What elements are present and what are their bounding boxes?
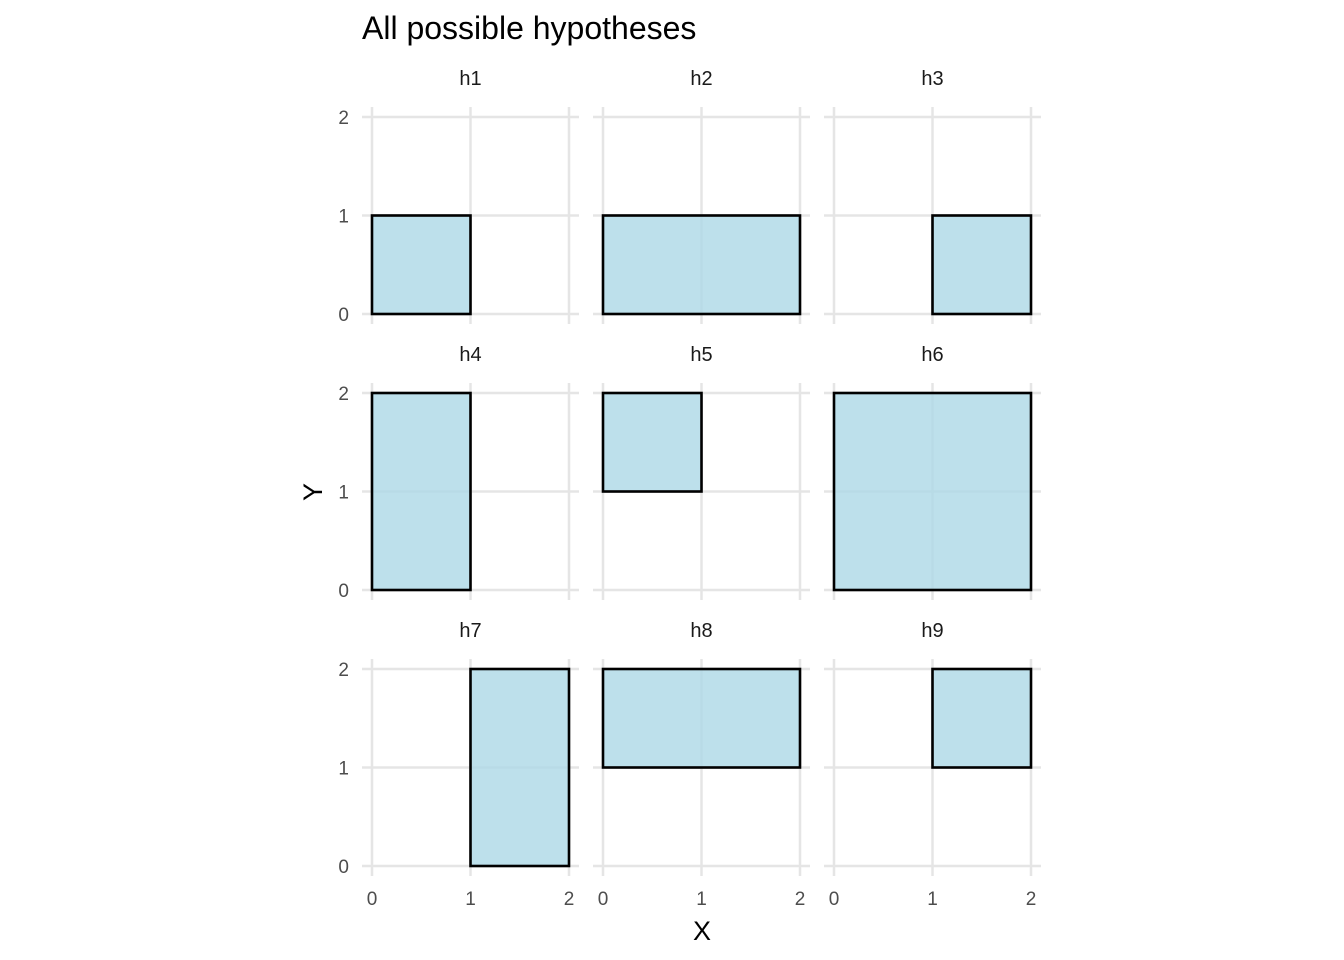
strip-label-h6: h6 <box>921 344 943 366</box>
x-tick-label: 0 <box>829 889 840 910</box>
hypothesis-rect-h9 <box>931 667 1033 769</box>
chart-title: All possible hypotheses <box>362 10 696 46</box>
strip-label-h9: h9 <box>921 620 943 642</box>
y-tick-label: 1 <box>338 759 349 780</box>
x-tick-label: 2 <box>795 889 806 910</box>
strip-label-h3: h3 <box>921 68 943 90</box>
facet-panel-h8: h8 0 1 2 <box>593 620 810 910</box>
y-tick-label: 1 <box>338 207 349 228</box>
facet-panel-h2: h2 <box>593 68 810 324</box>
facet-panel-h5: h5 <box>593 344 810 600</box>
strip-label-h2: h2 <box>690 68 712 90</box>
hypothesis-rect-h1 <box>370 214 472 316</box>
strip-label-h7: h7 <box>459 620 481 642</box>
y-tick-label: 1 <box>338 483 349 504</box>
hypothesis-rect-h6 <box>832 391 1033 592</box>
strip-label-h1: h1 <box>459 68 481 90</box>
hypothesis-rect-h4 <box>370 391 472 592</box>
x-axis-title: X <box>693 916 711 946</box>
facet-panel-h4: h4 0 1 2 <box>338 344 579 602</box>
hypothesis-rect-h8 <box>601 667 802 769</box>
x-tick-label: 1 <box>696 889 707 910</box>
facet-panel-h3: h3 <box>824 68 1041 324</box>
facet-panel-h9: h9 0 1 2 <box>824 620 1041 910</box>
hypothesis-rect-h7 <box>469 667 571 868</box>
y-tick-label: 0 <box>338 581 349 602</box>
x-tick-label: 1 <box>927 889 938 910</box>
hypothesis-rect-h2 <box>601 214 802 316</box>
y-tick-label: 2 <box>338 108 349 129</box>
x-tick-label: 2 <box>1026 889 1037 910</box>
facet-panel-h7: h7 0 1 2 0 1 2 <box>338 620 579 910</box>
x-tick-label: 0 <box>598 889 609 910</box>
x-tick-label: 2 <box>564 889 575 910</box>
hypothesis-rect-h5 <box>601 391 703 493</box>
strip-label-h4: h4 <box>459 344 481 366</box>
x-tick-label: 0 <box>367 889 378 910</box>
y-tick-label: 0 <box>338 305 349 326</box>
facet-panel-h6: h6 <box>824 344 1041 600</box>
y-axis-title: Y <box>298 483 328 501</box>
x-tick-label: 1 <box>465 889 476 910</box>
facet-panel-h1: h1 0 1 2 <box>338 68 579 326</box>
hypothesis-rect-h3 <box>931 214 1033 316</box>
facet-panels: h1 0 1 2 h2 h3 h4 0 1 2 h5 h6 h7 0 1 2 0 1 2 h8 0 1 2 h9 0 1 2 <box>338 68 1041 910</box>
y-tick-label: 2 <box>338 384 349 405</box>
strip-label-h5: h5 <box>690 344 712 366</box>
y-tick-label: 2 <box>338 660 349 681</box>
strip-label-h8: h8 <box>690 620 712 642</box>
y-tick-label: 0 <box>338 857 349 878</box>
